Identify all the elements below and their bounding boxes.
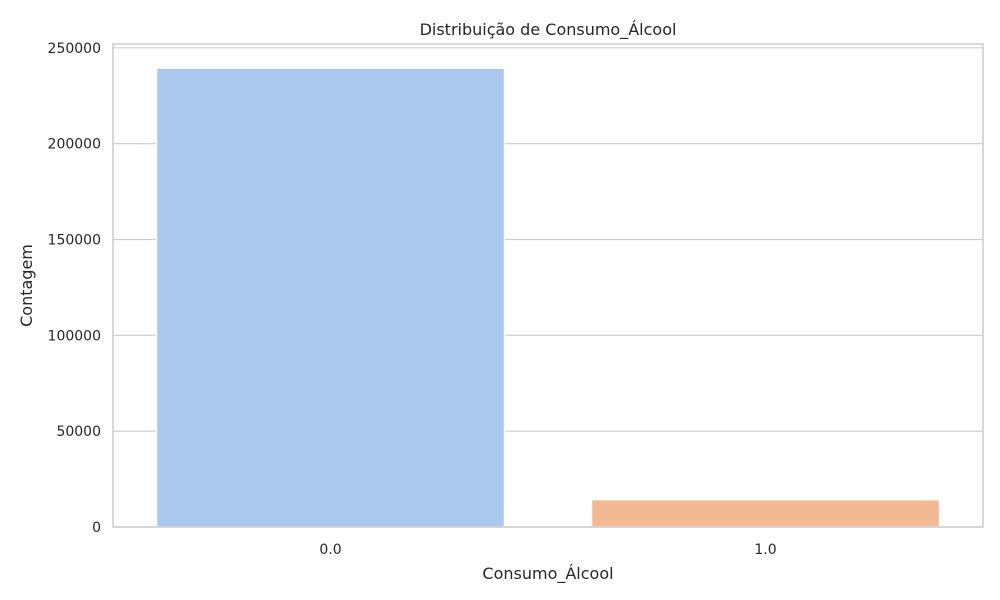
- y-tick-label: 100000: [48, 328, 101, 344]
- bar-0.0: [155, 67, 506, 528]
- x-tick-label: 1.0: [754, 542, 776, 558]
- x-tick-label: 0.0: [319, 542, 341, 558]
- y-axis-title: Contagem: [17, 244, 36, 327]
- bars: [155, 67, 941, 528]
- x-axis-title: Consumo_Álcool: [482, 564, 613, 584]
- y-tick-label: 250000: [48, 41, 101, 57]
- y-tick-label: 150000: [48, 233, 101, 249]
- chart-title: Distribuição de Consumo_Álcool: [420, 20, 677, 40]
- y-tick-label: 200000: [48, 137, 101, 153]
- bar-1.0: [590, 498, 941, 528]
- plot-frame: [112, 43, 984, 528]
- x-tick-labels: 0.0 1.0: [319, 542, 776, 558]
- y-tick-labels: 0 50000 100000 150000 200000 250000: [48, 41, 101, 536]
- y-tick-label: 50000: [56, 424, 101, 440]
- y-tick-label: 0: [92, 520, 101, 536]
